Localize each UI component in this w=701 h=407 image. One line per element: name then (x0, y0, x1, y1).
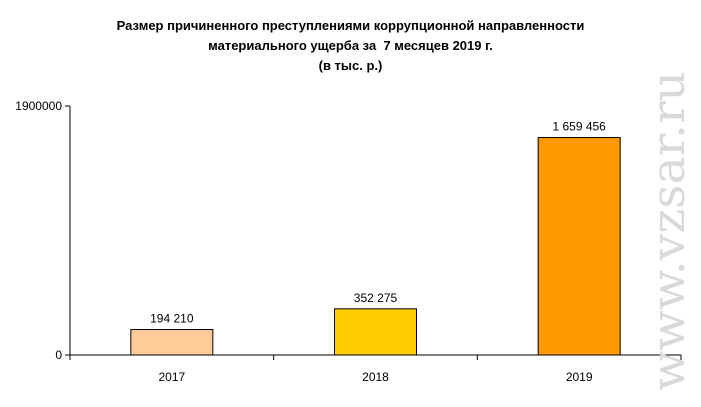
chart-title-line-1: Размер причиненного преступлениями корру… (116, 18, 585, 33)
bar-2017 (130, 329, 214, 356)
data-label-2019: 1 659 456 (552, 120, 606, 134)
chart-title-line-3: (в тыс. р.) (318, 58, 383, 73)
chart-title-line-2: материального ущерба за 7 месяцев 2019 г… (208, 38, 493, 53)
bar-2019 (537, 137, 621, 356)
data-label-2018: 352 275 (354, 291, 398, 305)
data-label-2017: 194 210 (150, 312, 194, 326)
watermark: www.vzsar.ru (641, 71, 695, 391)
x-tick-label-2019: 2019 (566, 370, 593, 384)
y-tick-label: 1900000 (15, 99, 62, 113)
watermark-text: www.vzsar.ru (641, 71, 695, 391)
bar-2018 (334, 308, 417, 356)
x-tick-label-2018: 2018 (362, 370, 389, 384)
y-tick-label: 0 (55, 348, 62, 362)
x-tick-label-2017: 2017 (158, 370, 185, 384)
chart-title: Размер причиненного преступлениями корру… (0, 16, 701, 76)
